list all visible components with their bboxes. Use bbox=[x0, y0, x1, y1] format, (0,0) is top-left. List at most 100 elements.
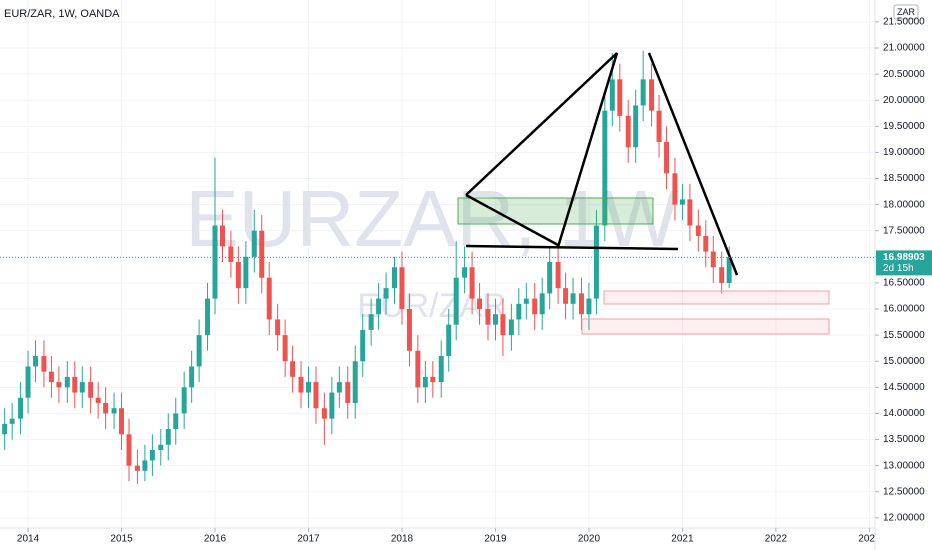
y-tick-label: 16.50000 bbox=[883, 278, 925, 289]
y-tick-label: 21.50000 bbox=[883, 17, 925, 28]
candle-body bbox=[555, 262, 561, 289]
candle-body bbox=[329, 392, 335, 419]
x-tick-label: 2022 bbox=[765, 534, 788, 545]
candle-body bbox=[593, 225, 599, 299]
candle-body bbox=[376, 298, 382, 315]
candle-body bbox=[570, 293, 576, 304]
candle-body bbox=[430, 376, 436, 383]
candle-body bbox=[219, 225, 225, 247]
candle-body bbox=[41, 356, 47, 372]
candle-body bbox=[79, 382, 85, 393]
candle-body bbox=[672, 173, 678, 205]
candle-body bbox=[656, 110, 662, 142]
candle-body bbox=[72, 376, 78, 393]
candle-body bbox=[383, 288, 389, 299]
candle-body bbox=[48, 371, 54, 383]
x-labels: 2014 2015 2016 2017 2018 2019 2020 2021 2022 2023 bbox=[17, 528, 881, 545]
last-price-label: 16.98903 bbox=[883, 252, 925, 263]
y-tick-label: 15.00000 bbox=[883, 356, 925, 367]
candle-body bbox=[243, 256, 249, 289]
drawings bbox=[457, 52, 830, 335]
candle-body bbox=[719, 267, 725, 283]
candle-body bbox=[134, 465, 140, 471]
candle-body bbox=[313, 382, 319, 409]
candle-body bbox=[95, 397, 101, 403]
candle-body bbox=[111, 408, 117, 414]
candle-body bbox=[9, 418, 15, 424]
candle-body bbox=[500, 314, 506, 336]
candle-body bbox=[453, 277, 459, 325]
x-tick-label: 2020 bbox=[578, 534, 601, 545]
candle-body bbox=[609, 79, 615, 111]
price-tag bbox=[876, 250, 932, 276]
chart-title: EUR/ZAR, 1W, OANDA bbox=[4, 8, 120, 20]
candle-body bbox=[181, 387, 187, 414]
y-tick-label: 18.50000 bbox=[883, 173, 925, 184]
candle-body bbox=[679, 199, 685, 205]
candle-body bbox=[469, 267, 475, 299]
candle-body bbox=[119, 408, 125, 435]
candle-body bbox=[33, 356, 39, 367]
y-tick-label: 19.50000 bbox=[883, 121, 925, 132]
x-tick-label: 2023 bbox=[858, 534, 881, 545]
candle-body bbox=[2, 423, 8, 435]
x-tick-label: 2017 bbox=[297, 534, 320, 545]
candle-body bbox=[18, 397, 24, 419]
candle-body bbox=[640, 79, 646, 106]
candle-body bbox=[88, 382, 94, 398]
candle-body bbox=[298, 376, 304, 393]
candle-body bbox=[251, 230, 257, 257]
candle-body bbox=[126, 434, 132, 466]
trend-line bbox=[647, 52, 739, 276]
y-tick-label: 14.50000 bbox=[883, 382, 925, 393]
candle-body bbox=[352, 361, 358, 403]
candle-body bbox=[547, 262, 553, 294]
trend-line bbox=[465, 193, 559, 247]
y-tick-label: 13.50000 bbox=[883, 434, 925, 445]
trend-line bbox=[465, 52, 618, 196]
candle-body bbox=[406, 309, 412, 351]
candle-body bbox=[173, 413, 179, 430]
x-tick-label: 2018 bbox=[391, 534, 414, 545]
zone-box bbox=[581, 318, 830, 335]
candle-body bbox=[235, 262, 241, 289]
y-tick-label: 16.00000 bbox=[883, 304, 925, 315]
x-tick-label: 2019 bbox=[484, 534, 507, 545]
candle-body bbox=[228, 246, 234, 263]
candle-body bbox=[142, 460, 148, 471]
candle-body bbox=[422, 376, 428, 388]
candle-body bbox=[336, 382, 342, 393]
candles bbox=[2, 50, 732, 484]
candle-body bbox=[149, 449, 155, 461]
currency: ZAR bbox=[897, 7, 916, 17]
trend-line bbox=[556, 52, 619, 248]
candle-body bbox=[477, 298, 483, 310]
candle-body bbox=[205, 298, 211, 336]
candle-body bbox=[266, 277, 272, 320]
y-tick-label: 15.50000 bbox=[883, 330, 925, 341]
candle-body bbox=[633, 105, 639, 148]
y-tick-label: 19.00000 bbox=[883, 147, 925, 158]
candle-body bbox=[212, 225, 218, 299]
y-tick-label: 13.00000 bbox=[883, 460, 925, 471]
candle-body bbox=[345, 382, 351, 403]
currency-box bbox=[893, 4, 919, 20]
candle-body bbox=[532, 298, 538, 315]
zone-box bbox=[457, 197, 654, 225]
candle-body bbox=[305, 382, 311, 393]
candle-body bbox=[695, 225, 701, 236]
candle-body bbox=[64, 376, 70, 388]
y-tick-label: 21.00000 bbox=[883, 43, 925, 54]
candle-body bbox=[602, 110, 608, 226]
candle-body bbox=[446, 324, 452, 357]
countdown: 2d 15h bbox=[883, 263, 914, 274]
y-tick-label: 20.50000 bbox=[883, 69, 925, 80]
candle-body bbox=[664, 141, 670, 174]
candle-body bbox=[368, 314, 374, 330]
candle-body bbox=[625, 115, 631, 148]
candle-body bbox=[282, 335, 288, 362]
candle-body bbox=[360, 329, 366, 362]
y-tick-label: 17.50000 bbox=[883, 225, 925, 236]
x-tick-label: 2014 bbox=[17, 534, 40, 545]
candle-body bbox=[492, 314, 498, 325]
